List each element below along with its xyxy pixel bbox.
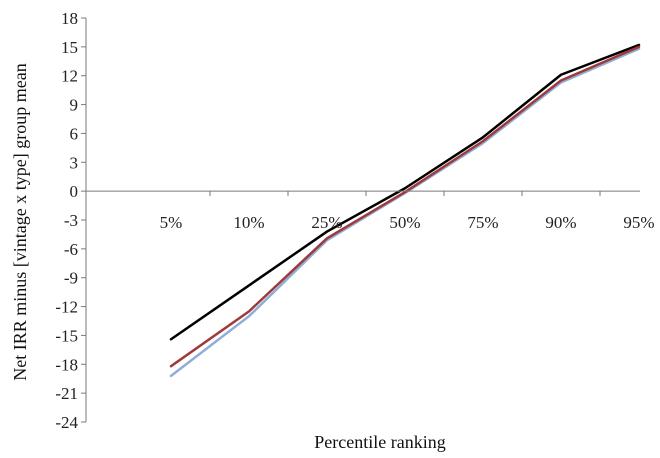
y-tick-label: -24 bbox=[55, 413, 78, 432]
series-lines bbox=[169, 43, 641, 378]
x-tick-label: 75% bbox=[467, 213, 498, 232]
y-tick-label: 3 bbox=[70, 153, 79, 172]
y-tick-label: -18 bbox=[55, 355, 78, 374]
y-tick-label: -15 bbox=[55, 326, 78, 345]
x-tick-label: 25% bbox=[311, 213, 342, 232]
y-tick-label: 18 bbox=[61, 9, 78, 28]
y-tick-label: -6 bbox=[64, 240, 78, 259]
y-axis-ticks: 18 15 12 9 6 3 0 -3 -6 -9 -12 -15 -18 -21 -24 bbox=[55, 9, 86, 432]
x-tick-label: 10% bbox=[233, 213, 264, 232]
y-axis-title: Net IRR minus [vintage x type] group mea… bbox=[10, 63, 30, 380]
y-tick-label: 6 bbox=[70, 124, 79, 143]
x-axis-ticks: 5% 10% 25% 50% 75% 90% 95% bbox=[85, 191, 655, 232]
y-tick-label: -12 bbox=[55, 298, 78, 317]
y-tick-label: -9 bbox=[64, 269, 78, 288]
series-line-3 bbox=[169, 45, 641, 368]
y-tick-label: -3 bbox=[64, 211, 78, 230]
series-line-1 bbox=[169, 43, 641, 341]
y-tick-label: 0 bbox=[70, 182, 79, 201]
y-tick-label: -21 bbox=[55, 384, 78, 403]
x-tick-label: 95% bbox=[623, 213, 654, 232]
y-tick-label: 9 bbox=[70, 96, 79, 115]
y-tick-label: 12 bbox=[61, 67, 78, 86]
x-tick-label: 90% bbox=[545, 213, 576, 232]
x-tick-label: 5% bbox=[160, 213, 183, 232]
x-tick-label: 50% bbox=[389, 213, 420, 232]
x-axis-title: Percentile ranking bbox=[314, 432, 445, 452]
y-tick-label: 15 bbox=[61, 38, 78, 57]
